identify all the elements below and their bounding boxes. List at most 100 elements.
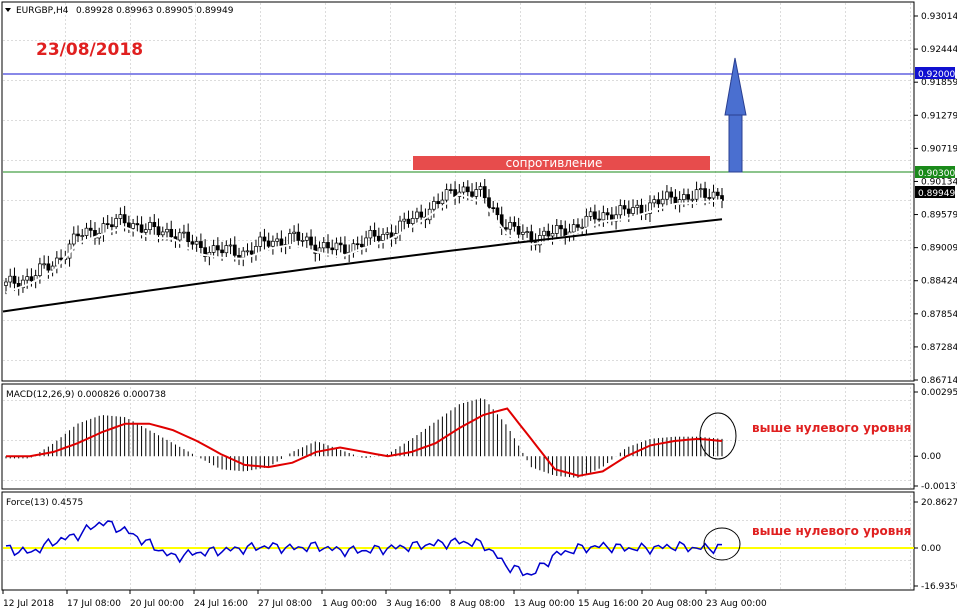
candle-body — [228, 244, 233, 247]
candle-body — [271, 240, 275, 247]
candle-body — [258, 236, 263, 247]
candle-body — [690, 198, 695, 201]
force-tick-label: -16.9356 — [921, 582, 957, 592]
price-tick-label: 0.89579 — [921, 211, 957, 221]
candle-body — [478, 186, 483, 190]
candle-body — [410, 218, 415, 224]
candle-body — [707, 197, 712, 199]
time-tick-label: 17 Jul 08:00 — [67, 599, 121, 609]
candle-body — [381, 233, 385, 241]
candle-body — [211, 245, 216, 253]
symbol-label: EURGBP,H4 — [16, 6, 69, 16]
time-tick-label: 12 Jul 2018 — [3, 599, 54, 609]
candle-body — [698, 188, 703, 191]
chevron-down-icon[interactable] — [5, 8, 11, 12]
candle-body — [245, 250, 250, 253]
candle-body — [203, 247, 207, 257]
candle-body — [12, 275, 17, 284]
candle-body — [71, 233, 76, 245]
up-arrow[interactable] — [724, 57, 747, 173]
candle-body — [110, 224, 114, 228]
price-candles — [4, 179, 724, 296]
candle-body — [402, 218, 407, 222]
candle-body — [50, 265, 55, 271]
candle-body — [143, 229, 148, 233]
candle-body — [262, 236, 267, 242]
force-highlight-circle — [703, 527, 741, 561]
candle-body — [491, 207, 496, 209]
date-annotation: 23/08/2018 — [36, 40, 143, 60]
candle-body — [249, 250, 254, 255]
candle-body — [711, 191, 716, 199]
candle-body — [364, 237, 368, 248]
svg-text:0.90300: 0.90300 — [918, 169, 955, 179]
resistance-label: сопротивление — [506, 156, 603, 170]
candle-body — [580, 226, 585, 229]
candle-body — [355, 243, 360, 246]
candle-body — [80, 235, 85, 237]
macd-tick-label: 0.002958 — [921, 388, 957, 398]
candle-body — [199, 241, 203, 248]
candle-body — [482, 186, 487, 199]
slow-ma-line — [2, 218, 723, 313]
force-tick-label: 20.8627 — [921, 498, 957, 508]
candle-body — [224, 245, 229, 254]
time-tick-label: 20 Jul 00:00 — [130, 599, 184, 609]
candle-body — [275, 238, 279, 242]
candle-body — [309, 236, 313, 246]
candle-body — [152, 222, 157, 228]
candle-body — [84, 227, 89, 236]
candle-body — [601, 212, 606, 221]
current-price-tag: 0.89949 — [915, 186, 955, 199]
candle-body — [465, 186, 470, 193]
candle-body — [495, 207, 500, 216]
macd-tick-label: -0.001371 — [921, 482, 957, 492]
candle-body — [597, 218, 601, 221]
header: EURGBP,H4 0.89928 0.89963 0.89905 0.8994… — [5, 6, 234, 16]
candle-body — [559, 225, 563, 230]
time-tick-label: 27 Jul 08:00 — [258, 599, 312, 609]
candle-body — [665, 191, 669, 200]
time-tick-label: 8 Aug 08:00 — [450, 599, 505, 609]
macd-highlight-circle — [699, 412, 737, 460]
price-tick-label: 0.92444 — [921, 45, 957, 55]
time-tick-label: 15 Aug 16:00 — [578, 599, 639, 609]
candle-body — [334, 242, 339, 251]
candle-body — [88, 227, 93, 231]
macd-signal-line — [6, 407, 723, 477]
candle-body — [338, 242, 343, 246]
candle-body — [279, 238, 284, 246]
candle-body — [8, 275, 13, 283]
candle-body — [304, 236, 309, 241]
candle-body — [715, 191, 720, 196]
candle-body — [186, 231, 191, 243]
candle-body — [605, 212, 610, 216]
candle-body — [440, 199, 445, 205]
candle-body — [215, 245, 220, 251]
resistance-zone[interactable] — [413, 156, 710, 170]
candle-body — [542, 230, 546, 236]
candle-body — [105, 223, 110, 226]
candle-body — [160, 231, 165, 236]
force-axis: 20.8627 0.00 -16.9356 — [914, 498, 957, 592]
macd-tick-label: 0.00 — [921, 452, 941, 462]
candle-body — [330, 247, 335, 251]
candle-body — [546, 230, 551, 237]
candle-body — [639, 204, 644, 214]
candle-body — [406, 218, 411, 224]
candle-body — [165, 228, 169, 233]
candle-body — [292, 231, 296, 234]
candle-body — [326, 242, 330, 249]
candle-body — [635, 204, 640, 208]
candle-body — [296, 231, 301, 241]
candle-body — [508, 222, 513, 230]
macd-histogram — [5, 398, 723, 478]
candle-body — [415, 211, 419, 219]
candle-body — [550, 233, 555, 237]
price-tick-label: 0.91859 — [921, 78, 957, 88]
candle-body — [504, 227, 508, 230]
price-tick-label: 0.87284 — [921, 343, 957, 353]
time-tick-label: 3 Aug 16:00 — [386, 599, 441, 609]
candle-body — [29, 276, 34, 282]
candle-body — [122, 214, 127, 224]
